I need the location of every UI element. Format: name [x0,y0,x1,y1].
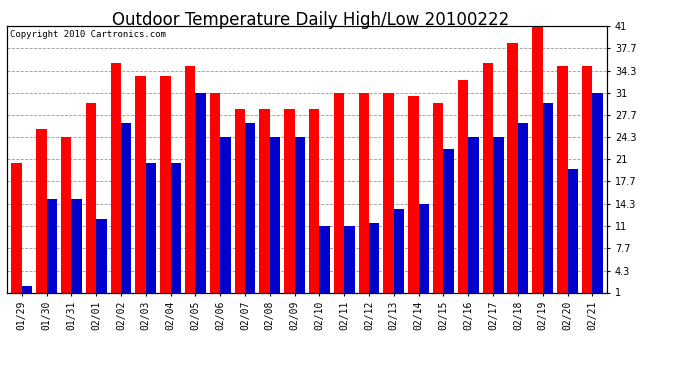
Bar [567,170,578,299]
Bar [309,110,319,299]
Bar [384,93,394,299]
Bar [369,223,380,299]
Bar [493,137,504,299]
Bar [344,226,355,299]
Bar [11,163,22,299]
Bar [469,137,479,299]
Bar [582,66,592,299]
Bar [592,93,603,299]
Bar [36,129,47,299]
Bar [195,93,206,299]
Bar [170,163,181,299]
Bar [334,93,344,299]
Bar [444,149,454,299]
Bar [96,219,107,299]
Bar [359,93,369,299]
Bar [259,110,270,299]
Bar [110,63,121,299]
Bar [507,43,518,299]
Bar [394,209,404,299]
Bar [47,200,57,299]
Text: Outdoor Temperature Daily High/Low 20100222: Outdoor Temperature Daily High/Low 20100… [112,11,509,29]
Bar [543,103,553,299]
Bar [458,80,469,299]
Bar [245,123,255,299]
Bar [86,103,96,299]
Bar [483,63,493,299]
Bar [295,137,305,299]
Bar [135,76,146,299]
Bar [146,163,156,299]
Bar [160,76,170,299]
Bar [532,23,543,299]
Bar [518,123,529,299]
Bar [557,66,567,299]
Bar [185,66,195,299]
Text: Copyright 2010 Cartronics.com: Copyright 2010 Cartronics.com [10,30,166,39]
Bar [71,200,82,299]
Bar [284,110,295,299]
Bar [220,137,230,299]
Bar [319,226,330,299]
Bar [121,123,131,299]
Bar [408,96,419,299]
Bar [270,137,280,299]
Bar [419,204,429,299]
Bar [235,110,245,299]
Bar [433,103,444,299]
Bar [61,137,71,299]
Bar [22,286,32,299]
Bar [210,93,220,299]
